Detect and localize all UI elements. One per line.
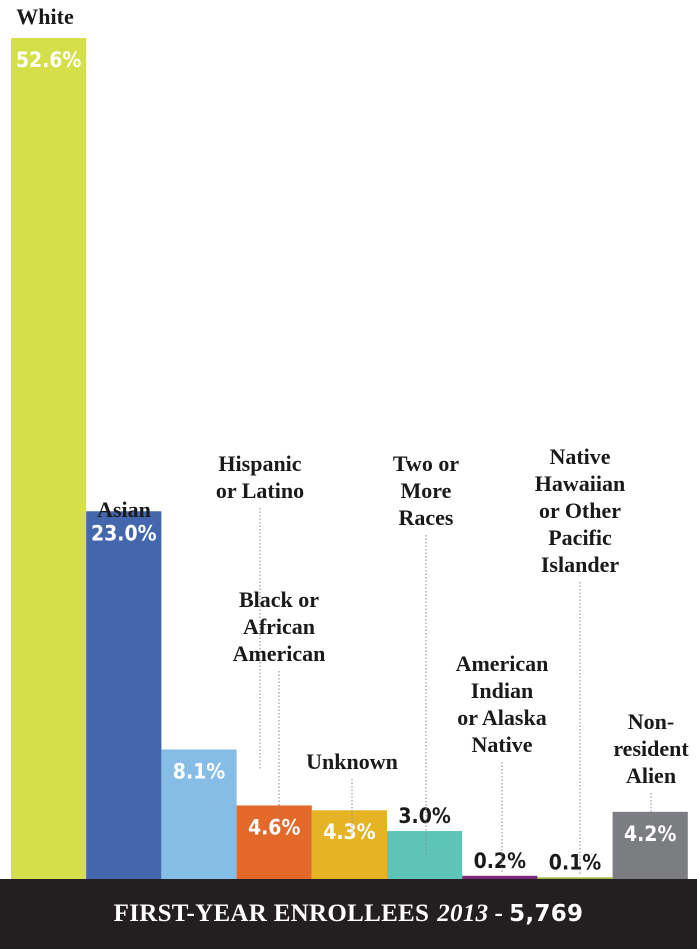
category-label-6: Two or More Races: [393, 451, 459, 530]
category-label-8: Native Hawaiian or Other Pacific Islander: [535, 444, 625, 577]
bar-7: [462, 875, 538, 879]
value-label-1: 52.6%: [16, 48, 82, 72]
bar-9: [612, 811, 688, 879]
category-label-3: Hispanic or Latino: [216, 451, 304, 503]
bar-6: [387, 831, 463, 879]
bar-5: [311, 810, 387, 879]
bar-2: [86, 511, 162, 879]
value-label-9: 4.2%: [624, 822, 676, 846]
bar-1: [11, 38, 87, 879]
category-label-5: Unknown: [306, 749, 398, 774]
value-label-8: 0.1%: [549, 850, 601, 874]
bar-chart: 52.6% White 23.0%Asian 8.1% Hispanic or Latin…: [11, 4, 689, 879]
value-label-5: 4.3%: [323, 820, 375, 844]
bar-3: [161, 749, 237, 879]
chart-title-count: 5,769: [509, 901, 584, 927]
category-label-4: Black or African American: [233, 587, 326, 666]
category-label-2: Asian: [97, 497, 151, 522]
value-label-3: 8.1%: [173, 759, 225, 783]
value-label-7: 0.2%: [474, 849, 526, 873]
category-label-7: American Indian or Alaska Native: [456, 651, 549, 757]
chart-title: FIRST-YEAR ENROLLEES: [113, 900, 430, 927]
chart-title-year: 2013: [437, 900, 489, 927]
bar-8: [537, 877, 613, 879]
category-label-9: Non-resident Alien: [613, 709, 689, 788]
bar-4: [236, 805, 312, 879]
value-label-6: 3.0%: [398, 804, 450, 828]
value-label-2: 23.0%: [91, 521, 157, 545]
category-label-1: White: [16, 4, 74, 29]
chart-title-banner: FIRST-YEAR ENROLLEES 2013 - 5,769: [0, 879, 697, 949]
chart-title-separator: -: [494, 900, 504, 927]
value-label-4: 4.6%: [248, 815, 300, 839]
